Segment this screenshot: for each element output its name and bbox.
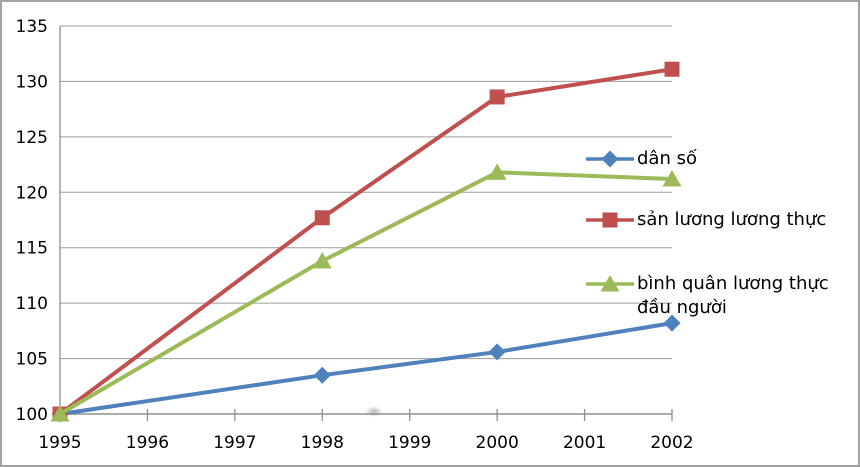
svg-text:1997: 1997: [213, 433, 256, 453]
svg-text:1996: 1996: [126, 433, 169, 453]
svg-text:125: 125: [16, 128, 48, 148]
svg-text:120: 120: [16, 183, 48, 203]
svg-text:130: 130: [16, 72, 48, 92]
svg-text:1999: 1999: [388, 433, 431, 453]
svg-text:1998: 1998: [301, 433, 344, 453]
svg-text:115: 115: [16, 239, 48, 259]
smudge-artifact: [365, 406, 383, 417]
svg-text:100: 100: [16, 405, 48, 425]
svg-text:2002: 2002: [650, 433, 693, 453]
svg-text:1995: 1995: [38, 433, 81, 453]
svg-text:135: 135: [16, 17, 48, 37]
svg-text:105: 105: [16, 350, 48, 370]
svg-text:2000: 2000: [476, 433, 519, 453]
svg-text:110: 110: [16, 294, 48, 314]
svg-text:2001: 2001: [563, 433, 606, 453]
